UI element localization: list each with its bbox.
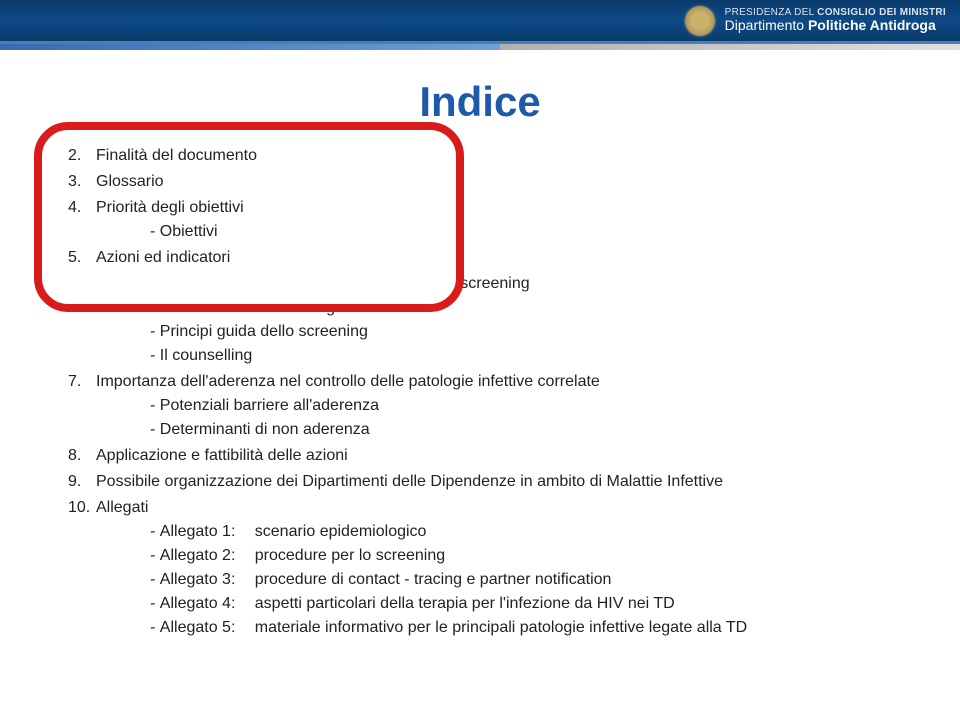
accent-divider	[0, 44, 960, 50]
allegato-5: Allegato 5:materiale informativo per le …	[150, 616, 930, 640]
item-7: 7.Importanza dell'aderenza nel controllo…	[68, 370, 930, 442]
item-6-tail: tività di screening	[406, 272, 530, 296]
header-line1-pre: PRESIDENZA DEL	[725, 7, 818, 18]
item-6-sub-1: Principi guida dello screening	[150, 320, 930, 344]
header-line1-bold: CONSIGLIO DEI MINISTRI	[817, 7, 946, 18]
index-content: 2.Finalità del documento 3.Glossario 4.P…	[0, 144, 960, 640]
allegato-4: Allegato 4:aspetti particolari della ter…	[150, 592, 930, 616]
item-4: 4.Priorità degli obiettivi Obiettivi	[68, 196, 930, 244]
item-4-sub: Obiettivi	[150, 220, 930, 244]
gov-seal-icon	[685, 6, 715, 36]
item-6: tività di screening Obiettivo dello scre…	[68, 272, 930, 368]
header-line2-bold: Politiche Antidroga	[808, 17, 936, 33]
item-6-sub-0: Obiettivo dello screening	[150, 296, 930, 320]
header-line2: Dipartimento Politiche Antidroga	[725, 18, 946, 33]
item-10: 10.Allegati Allegato 1:scenario epidemio…	[68, 496, 930, 640]
item-7-sub-1: Determinanti di non aderenza	[150, 418, 930, 442]
header-bar: PRESIDENZA DEL CONSIGLIO DEI MINISTRI Di…	[0, 0, 960, 44]
allegato-2: Allegato 2:procedure per lo screening	[150, 544, 930, 568]
item-7-sub-0: Potenziali barriere all'aderenza	[150, 394, 930, 418]
item-2: 2.Finalità del documento	[68, 144, 930, 168]
header-line2-pre: Dipartimento	[725, 17, 808, 33]
allegato-1: Allegato 1:scenario epidemiologico	[150, 520, 930, 544]
item-5: 5.Azioni ed indicatori	[68, 246, 930, 270]
header-line1: PRESIDENZA DEL CONSIGLIO DEI MINISTRI	[725, 7, 946, 18]
item-9: 9.Possibile organizzazione dei Dipartime…	[68, 470, 930, 494]
item-6-sub-2: Il counselling	[150, 344, 930, 368]
allegato-3: Allegato 3:procedure di contact - tracin…	[150, 568, 930, 592]
header-text: PRESIDENZA DEL CONSIGLIO DEI MINISTRI Di…	[725, 7, 946, 33]
item-8: 8.Applicazione e fattibilità delle azion…	[68, 444, 930, 468]
item-3: 3.Glossario	[68, 170, 930, 194]
page-title: Indice	[0, 78, 960, 126]
